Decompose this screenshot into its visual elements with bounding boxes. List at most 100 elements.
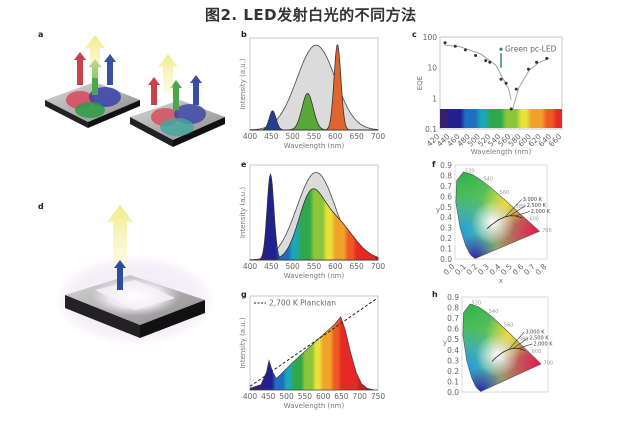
cct-leader-line [509, 205, 526, 217]
x-tick-label: 660 [547, 132, 564, 149]
y-tick-label: 0.3 [447, 356, 459, 365]
x-tick-label: 500 [279, 392, 294, 401]
panel-label-e: e [241, 160, 247, 169]
data-point [484, 59, 488, 63]
y-tick-label: 0.6 [447, 325, 459, 334]
green-pc-led-point [499, 47, 503, 51]
x-tick-label: 400 [243, 392, 258, 401]
y-tick-label: 0.5 [447, 335, 459, 344]
gamut-color-blend [475, 333, 520, 378]
x-tick-label: 700 [353, 392, 368, 401]
x-tick-label: 400 [243, 132, 258, 141]
annotation-label: Green pc-LED [505, 45, 557, 54]
x-tick-label: 500 [286, 262, 301, 271]
x-axis-label: Wavelength (nm) [284, 142, 345, 150]
x-tick-label: 0.8 [534, 262, 549, 277]
x-tick-label: 550 [298, 392, 313, 401]
data-point [535, 60, 539, 64]
y-tick-label: 0.2 [447, 367, 459, 376]
y-axis-label: y [436, 206, 440, 214]
x-tick-label: 400 [243, 262, 258, 271]
yellow-arrow-icon [85, 35, 105, 78]
y-tick-label: 0.9 [440, 161, 452, 170]
blue-arrow-icon [104, 54, 116, 85]
data-point [453, 44, 457, 48]
cct-label: 2,500 K [527, 203, 547, 209]
cct-label: 3,000 K [525, 329, 545, 335]
spectrum-series-3 [250, 44, 378, 131]
y-tick-label: 1 [432, 94, 437, 103]
y-tick-label: 0.1 [447, 377, 459, 386]
panel-label-d: d [38, 202, 44, 211]
x-axis-label: x [499, 277, 503, 285]
y-tick-label: 0.0 [447, 388, 459, 397]
panel-label-a: a [38, 30, 44, 39]
locus-wavelength-label: 540 [489, 309, 499, 315]
panel-label-b: b [241, 30, 247, 39]
locus-wavelength-label: 600 [529, 216, 539, 222]
y-tick-label: 0.6 [440, 192, 452, 201]
yellow-arrow-icon [107, 205, 133, 270]
x-tick-label: 500 [286, 132, 301, 141]
fit-curve-right [511, 58, 550, 111]
y-axis-label: EQE [416, 76, 424, 90]
data-point [526, 67, 530, 71]
cct-leader-line [515, 211, 530, 217]
cct-leader-line [513, 337, 529, 349]
plot-frame [461, 296, 549, 393]
cct-leader-line [518, 343, 533, 349]
spectral-locus [455, 171, 541, 259]
legend-label: 2,700 K Planckian [269, 299, 336, 308]
plot-frame [439, 36, 563, 130]
y-tick-label: 0.3 [440, 224, 452, 233]
data-point [443, 41, 447, 45]
cct-label: 2,000 K [533, 341, 553, 347]
data-point [499, 77, 503, 81]
cct-label: 3,000 K [523, 197, 543, 203]
rgb-led-chip-illustration [45, 35, 140, 128]
x-tick-label: 450 [264, 262, 279, 271]
panel-label-c: c [412, 30, 417, 39]
spectral-locus [462, 303, 542, 392]
spectrum-series-2 [250, 188, 379, 261]
data-point [545, 56, 549, 60]
data-point [474, 53, 478, 57]
y-tick-label: 100 [423, 33, 438, 42]
y-tick-label: 0.1 [425, 125, 437, 134]
locus-wavelength-label: 580 [519, 336, 529, 342]
x-tick-label: 650 [334, 392, 349, 401]
x-tick-label: 650 [350, 262, 365, 271]
blue-arrow-icon [114, 260, 126, 290]
data-point [488, 60, 492, 64]
figure-title: 图2. LED发射白光的不同方法 [205, 6, 417, 24]
locus-wavelength-label: 540 [483, 177, 493, 183]
x-tick-label: 450 [264, 132, 279, 141]
rgb-phosphor-led-chip-illustration [130, 54, 225, 147]
x-axis-label: Wavelength (nm) [471, 148, 532, 156]
y-tick-label: 0.2 [440, 234, 452, 243]
locus-wavelength-label: 580 [516, 204, 526, 210]
y-tick-label: 0.7 [447, 314, 459, 323]
x-tick-label: 750 [371, 392, 386, 401]
red-arrow-icon [148, 77, 160, 105]
cct-label: 2,000 K [531, 209, 551, 215]
y-axis-label: Intensity (a.u.) [239, 317, 247, 369]
x-tick-label: 650 [350, 132, 365, 141]
phosphor-converted-led-illustration [55, 205, 215, 345]
x-tick-label: 600 [316, 392, 331, 401]
panel-label-h: h [432, 290, 438, 299]
x-axis-label: Wavelength (nm) [284, 402, 345, 410]
y-tick-label: 0.4 [447, 346, 459, 355]
panel-label-f: f [432, 160, 436, 169]
locus-wavelength-label: 520 [465, 168, 475, 174]
measured-spectrum [249, 316, 378, 391]
x-tick-label: 450 [261, 392, 276, 401]
y-tick-label: 10 [427, 64, 437, 73]
cct-leader-line [505, 199, 522, 218]
yellow-arrow-icon [158, 54, 178, 95]
y-axis-label: Intensity (a.u.) [239, 187, 247, 239]
data-point [504, 81, 508, 85]
y-tick-label: 0.5 [440, 203, 452, 212]
x-tick-label: 550 [307, 132, 322, 141]
locus-wavelength-label: 520 [472, 300, 482, 306]
